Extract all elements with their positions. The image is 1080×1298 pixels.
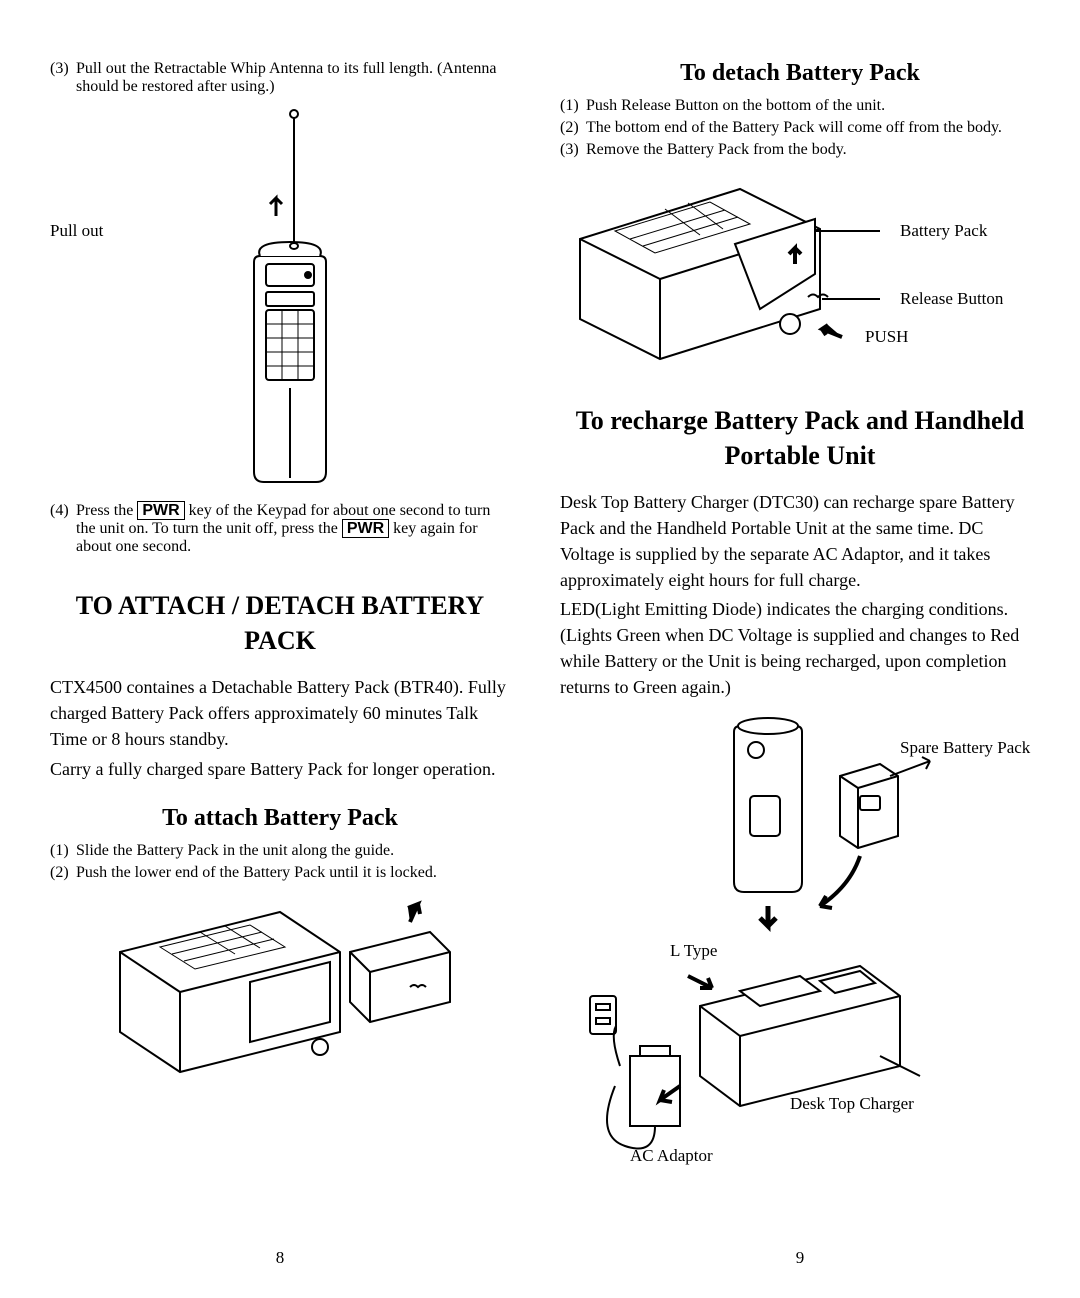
label-ac-adaptor: AC Adaptor <box>630 1146 713 1166</box>
label-battery-pack: Battery Pack <box>900 221 987 241</box>
right-column: To detach Battery Pack (1) Push Release … <box>560 60 1040 1268</box>
pwr-key: PWR <box>342 519 389 538</box>
handset-antenna-svg <box>170 106 390 496</box>
para-recharge-2: LED(Light Emitting Diode) indicates the … <box>560 596 1040 700</box>
step-text: Pull out the Retractable Whip Antenna to… <box>76 60 510 96</box>
attach-step-2: (2) Push the lower end of the Battery Pa… <box>50 864 510 882</box>
left-column: (3) Pull out the Retractable Whip Antenn… <box>50 60 510 1268</box>
figure-detach-battery: Battery Pack Release Button PUSH <box>560 169 1040 369</box>
detach-battery-svg <box>560 169 1040 369</box>
detach-step-3: (3) Remove the Battery Pack from the bod… <box>560 141 1040 159</box>
step-text: Press the PWR key of the Keypad for abou… <box>76 502 510 556</box>
pwr-key: PWR <box>137 501 184 520</box>
label-l-type: L Type <box>670 941 717 961</box>
page-number-right: 9 <box>560 1248 1040 1268</box>
heading-attach: To attach Battery Pack <box>50 805 510 832</box>
heading-detach: To detach Battery Pack <box>560 60 1040 87</box>
label-pull-out: Pull out <box>50 221 103 241</box>
step-num: (4) <box>50 502 72 520</box>
heading-recharge: To recharge Battery Pack and Handheld Po… <box>560 403 1040 473</box>
label-push: PUSH <box>865 327 908 347</box>
figure-charger: Spare Battery Pack L Type Desk Top Charg… <box>560 706 1040 1166</box>
para-battery-desc: CTX4500 containes a Detachable Battery P… <box>50 674 510 752</box>
attach-step-1: (1) Slide the Battery Pack in the unit a… <box>50 842 510 860</box>
figure-attach-battery <box>50 892 510 1082</box>
figure-antenna: Pull out <box>50 106 510 496</box>
page-number-left: 8 <box>50 1248 510 1268</box>
step-4: (4) Press the PWR key of the Keypad for … <box>50 502 510 556</box>
label-release-button: Release Button <box>900 289 1003 309</box>
detach-step-2: (2) The bottom end of the Battery Pack w… <box>560 119 1040 137</box>
label-desk-charger: Desk Top Charger <box>790 1094 914 1114</box>
para-recharge-1: Desk Top Battery Charger (DTC30) can rec… <box>560 489 1040 593</box>
heading-attach-detach: TO ATTACH / DETACH BATTERY PACK <box>50 588 510 658</box>
label-spare-battery: Spare Battery Pack <box>900 738 1030 758</box>
attach-battery-svg <box>100 892 460 1082</box>
para-spare: Carry a fully charged spare Battery Pack… <box>50 756 510 782</box>
step-num: (3) <box>50 60 72 78</box>
step-3: (3) Pull out the Retractable Whip Antenn… <box>50 60 510 96</box>
detach-step-1: (1) Push Release Button on the bottom of… <box>560 97 1040 115</box>
